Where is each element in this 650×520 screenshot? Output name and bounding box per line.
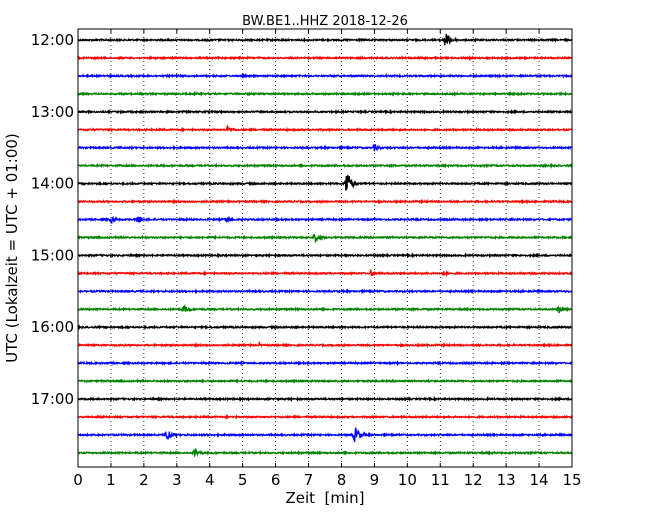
- x-tick-label: 5: [238, 471, 248, 489]
- trace-line: [77, 144, 573, 152]
- chart-title: BW.BE1..HHZ 2018-12-26: [242, 14, 408, 29]
- trace-line: [77, 395, 573, 402]
- x-tick-label: 2: [139, 471, 149, 489]
- trace-line: [77, 174, 573, 191]
- x-tick-label: 12: [464, 471, 483, 489]
- y-axis-label: UTC (Lokalzeit = UTC + 01:00): [3, 133, 21, 363]
- x-tick-label: 4: [205, 471, 215, 489]
- y-tick-label: 15:00: [31, 246, 74, 264]
- trace-line: [77, 413, 573, 420]
- trace-line: [77, 360, 573, 367]
- trace-line: [77, 33, 573, 46]
- x-tick-label: 10: [398, 471, 417, 489]
- trace-line: [77, 198, 573, 205]
- x-tick-label: 9: [370, 471, 380, 489]
- y-tick-label: 13:00: [31, 103, 74, 121]
- trace-line: [77, 269, 573, 278]
- x-tick-label: 15: [562, 471, 581, 489]
- trace-line: [77, 108, 573, 115]
- trace-line: [77, 252, 573, 259]
- trace-line: [77, 378, 573, 385]
- x-tick-label: 6: [271, 471, 281, 489]
- trace-line: [77, 448, 573, 457]
- trace-line: [77, 341, 573, 349]
- x-tick-label: 11: [431, 471, 450, 489]
- x-tick-label: 0: [73, 471, 83, 489]
- trace-line: [77, 233, 573, 243]
- trace-line: [77, 215, 573, 225]
- trace-line: [77, 324, 573, 331]
- trace-line: [77, 303, 573, 314]
- x-tick-label: 3: [172, 471, 182, 489]
- trace-line: [77, 90, 573, 97]
- trace-line: [77, 72, 573, 79]
- trace-line: [77, 162, 573, 169]
- trace-line: [77, 426, 573, 443]
- y-tick-label: 17:00: [31, 390, 74, 408]
- x-tick-label: 14: [530, 471, 549, 489]
- axis-ticks: 0 1 2 3 4 5 6 7 8 9 10 11 12 13 14 1512:0013:0014:0015:…: [31, 29, 582, 489]
- x-tick-label: 8: [337, 471, 347, 489]
- trace-line: [77, 288, 573, 295]
- x-axis-label: Zeit [min]: [285, 489, 364, 507]
- y-tick-label: 16:00: [31, 318, 74, 336]
- trace-line: [77, 55, 573, 61]
- x-tick-label: 7: [304, 471, 314, 489]
- y-tick-label: 12:00: [31, 31, 74, 49]
- trace-line: [77, 124, 573, 133]
- y-tick-label: 14:00: [31, 175, 74, 193]
- plot-frame: [77, 28, 573, 468]
- trace-group: [77, 33, 573, 457]
- x-tick-label: 1: [106, 471, 116, 489]
- x-tick-label: 13: [497, 471, 516, 489]
